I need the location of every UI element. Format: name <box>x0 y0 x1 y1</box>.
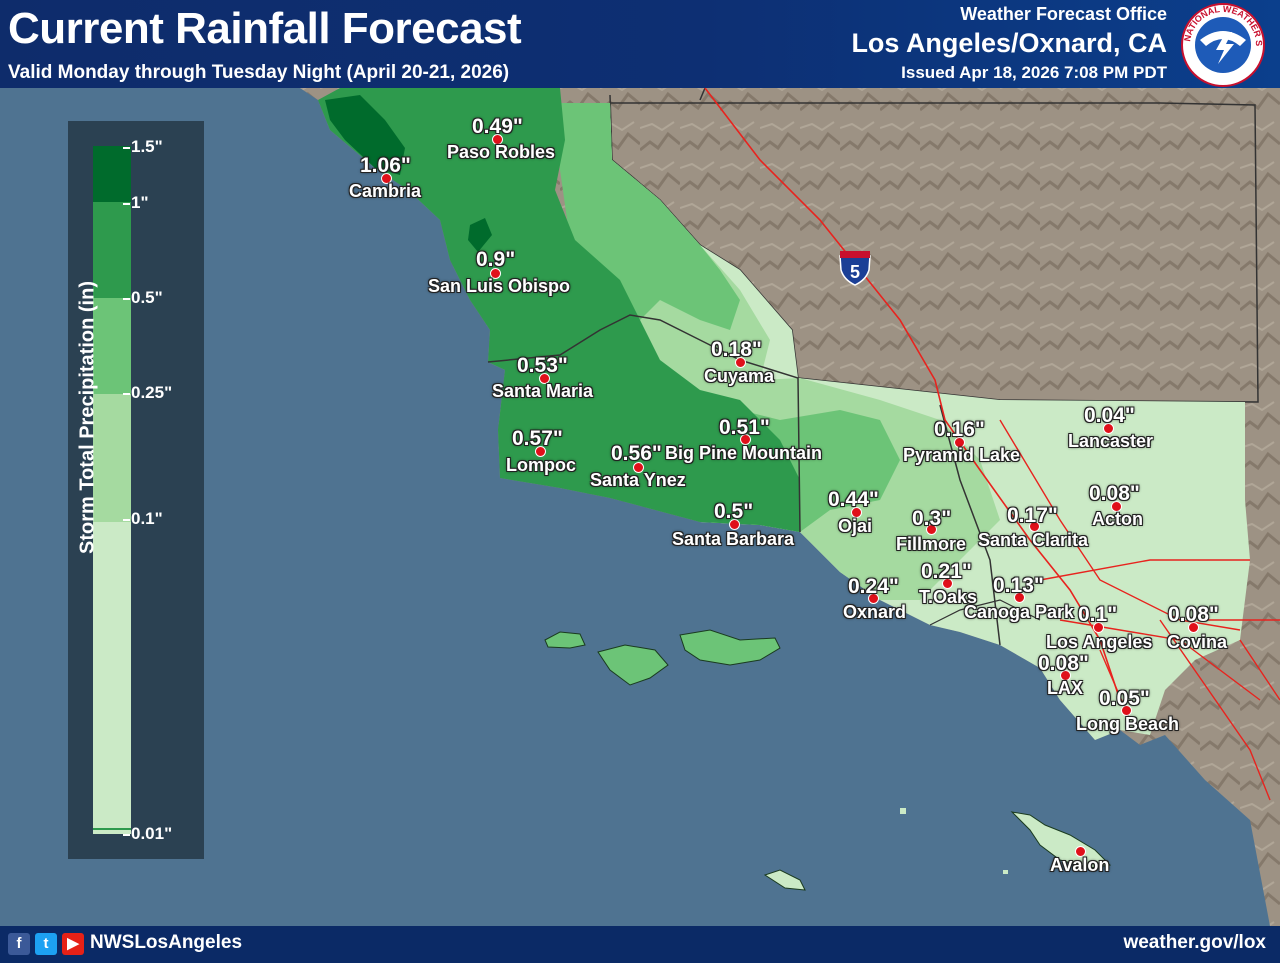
station-value: 0.56" <box>611 442 662 465</box>
station-name: Cambria <box>349 181 422 201</box>
rain-zone-1 <box>318 88 800 532</box>
station-name: Fillmore <box>896 534 967 554</box>
station-value: 0.18" <box>711 338 762 361</box>
legend-title: Storm Total Precipitation (in) <box>76 281 99 554</box>
map-subtitle: Valid Monday through Tuesday Night (Apri… <box>8 62 510 83</box>
legend-tick: 0.1" <box>123 509 163 528</box>
station-value: 0.08" <box>1038 652 1089 675</box>
youtube-icon[interactable]: ▶ <box>62 933 84 955</box>
website-link[interactable]: weather.gov/lox <box>1123 932 1266 953</box>
island-santa-catalina <box>1010 811 1112 869</box>
rain-zone-1.5 <box>325 95 405 175</box>
station-value: 0.3" <box>912 507 952 530</box>
station-name: Big Pine Mountain <box>665 443 822 463</box>
island-santa-rosa <box>597 644 669 686</box>
station-name: Long Beach <box>1076 714 1180 734</box>
station-name: Lompoc <box>506 455 576 475</box>
station-name: Covina <box>1167 632 1228 652</box>
footer-bar: f t ▶ NWSLosAngeles weather.gov/lox <box>0 926 1280 963</box>
station-name: Santa Clarita <box>978 530 1089 550</box>
station-value: 0.44" <box>828 488 879 511</box>
legend-tick: 0.01" <box>122 824 173 843</box>
station-name: T.Oaks <box>919 587 978 607</box>
twitter-icon[interactable]: t <box>35 933 57 955</box>
legend-color-bar <box>93 146 131 834</box>
svg-text:5: 5 <box>850 262 860 282</box>
station-name: Santa Maria <box>492 381 594 401</box>
station-name: Los Angeles <box>1046 632 1153 652</box>
interstate-5-route <box>704 88 1121 701</box>
station-value: 0.9" <box>476 248 516 271</box>
station-name: Canoga Park <box>964 602 1075 622</box>
station-value: 0.17" <box>1007 504 1058 527</box>
base-map <box>300 88 1280 926</box>
issued-time: Issued Apr 18, 2026 7:08 PM PDT <box>901 63 1167 82</box>
station-name: Ojai <box>838 516 873 536</box>
facebook-icon[interactable]: f <box>8 933 30 955</box>
station-value: 0.16" <box>934 418 985 441</box>
legend-swatch-1 <box>93 202 131 298</box>
station-value: 0.53" <box>517 354 568 377</box>
legend-tick: 1" <box>123 193 149 212</box>
island-santa-cruz <box>679 629 781 666</box>
station-name: LAX <box>1047 678 1083 698</box>
island-san-clemente <box>763 869 806 891</box>
station-value: 0.49" <box>472 115 523 138</box>
legend-swatch-0.5 <box>93 298 131 394</box>
station-name: Avalon <box>1050 855 1110 875</box>
station-name: Santa Ynez <box>590 470 686 490</box>
nws-logo: NATIONAL WEATHER SERVICE <box>1180 2 1265 87</box>
legend: 1.5" 1" 0.5" 0.25" 0.1" 0.01" Storm Tota… <box>68 121 204 859</box>
island-san-miguel <box>544 631 586 649</box>
station-value: 0.1" <box>1078 603 1118 626</box>
station-name: Lancaster <box>1068 431 1154 451</box>
station-value: 0.05" <box>1099 687 1150 710</box>
office-label: Weather Forecast Office <box>960 4 1167 24</box>
social-handle[interactable]: NWSLosAngeles <box>90 932 243 953</box>
legend-swatch-0.25 <box>93 394 131 522</box>
station-name: Acton <box>1092 509 1143 529</box>
legend-tick: 0.25" <box>122 383 173 402</box>
legend-swatch-0.01 <box>93 828 131 834</box>
map-title: Current Rainfall Forecast <box>8 4 522 53</box>
header-banner: Current Rainfall Forecast Valid Monday t… <box>0 0 1280 88</box>
office-city: Los Angeles/Oxnard, CA <box>851 28 1167 58</box>
station-value: 0.5" <box>714 500 754 523</box>
station-name: San Luis Obispo <box>428 276 571 296</box>
station-value: 0.08" <box>1168 603 1219 626</box>
legend-tick: 1.5" <box>123 137 163 156</box>
station-value: 1.06" <box>360 154 411 177</box>
station-value: 0.08" <box>1089 482 1140 505</box>
legend-swatch-0.1 <box>93 522 131 828</box>
station-value: 0.21" <box>921 560 972 583</box>
legend-tick: 0.5" <box>123 288 163 307</box>
legend-swatch-1.5 <box>93 146 131 202</box>
station-value: 0.04" <box>1084 404 1135 427</box>
station-name: Oxnard <box>843 602 907 622</box>
station-name: Pyramid Lake <box>903 445 1021 465</box>
station-name: Cuyama <box>704 366 775 386</box>
station-value: 0.13" <box>993 574 1044 597</box>
station-value: 0.51" <box>719 416 770 439</box>
interstate-5-shield: 5 <box>839 251 871 286</box>
station-value: 0.24" <box>848 575 899 598</box>
station-name: Paso Robles <box>447 142 556 162</box>
station-name: Santa Barbara <box>672 529 795 549</box>
station-value: 0.57" <box>512 427 563 450</box>
